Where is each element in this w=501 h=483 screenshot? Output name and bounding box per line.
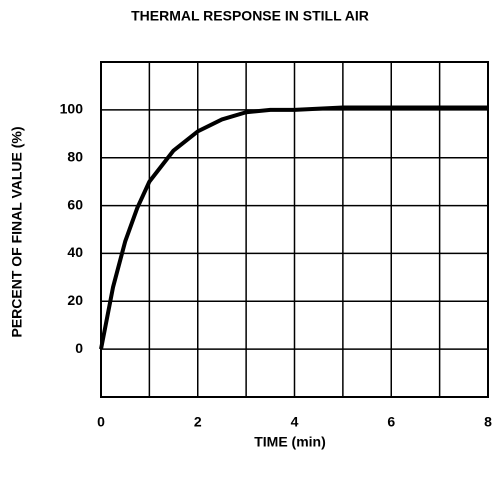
y-tick-label: 20 xyxy=(67,292,83,308)
x-tick-label: 8 xyxy=(484,414,492,430)
x-tick-label: 4 xyxy=(291,414,299,430)
plot-frame xyxy=(100,61,489,398)
x-tick-label: 2 xyxy=(194,414,202,430)
y-tick-label: 60 xyxy=(67,196,83,212)
y-tick-label: 0 xyxy=(75,340,83,356)
x-tick-label: 6 xyxy=(387,414,395,430)
y-tick-label: 100 xyxy=(60,101,84,117)
y-axis-label: PERCENT OF FINAL VALUE (%) xyxy=(9,126,25,337)
x-axis-label: TIME (min) xyxy=(254,434,326,450)
x-tick-label: 0 xyxy=(97,414,105,430)
y-tick-label: 40 xyxy=(67,244,83,260)
line xyxy=(99,105,488,350)
y-tick-label: 80 xyxy=(67,148,83,164)
chart-title: THERMAL RESPONSE IN STILL AIR xyxy=(131,8,369,24)
